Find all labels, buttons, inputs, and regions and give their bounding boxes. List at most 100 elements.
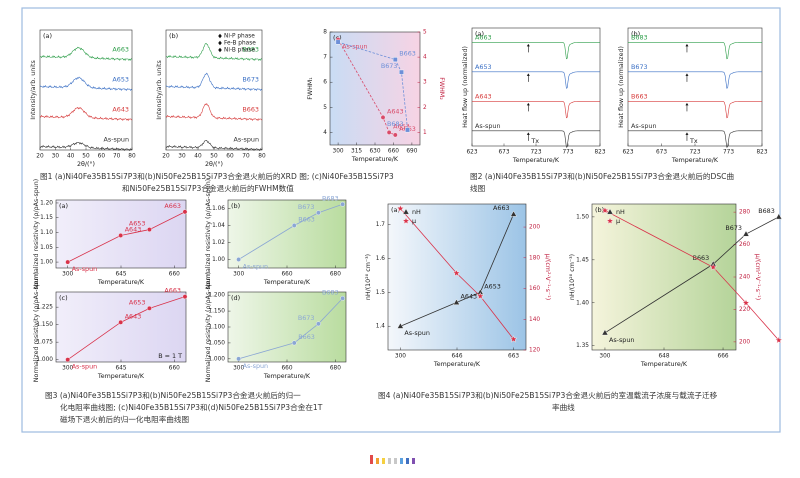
- x-tick-label: 630: [369, 149, 380, 155]
- tx-arrow-head: [685, 132, 689, 135]
- panel-label: (c): [59, 294, 68, 302]
- data-point: [742, 230, 750, 237]
- y-axis-label: Normalized resistivity (ρ/ρAs-spun): [33, 272, 40, 382]
- panel-label: (d): [231, 294, 240, 302]
- series-line: [67, 296, 186, 360]
- curve-label: A653: [112, 76, 129, 84]
- plot-area: [39, 29, 133, 151]
- legend-label: μ: [412, 217, 416, 225]
- data-point: [392, 132, 398, 138]
- panel-label: (a): [59, 202, 68, 210]
- panel-label: (b): [595, 206, 604, 214]
- x-tick-label: 20: [162, 154, 170, 160]
- y2-tick-label: 140: [529, 317, 540, 323]
- data-point: [340, 201, 346, 207]
- figure-caption: 图2 (a)Ni40Fe35B15Si7P3和(b)Ni50Fe25B15Si7…: [470, 171, 734, 181]
- data-point: [774, 336, 783, 344]
- dsc-curve: [628, 130, 762, 148]
- point-label: As-spun: [243, 362, 269, 370]
- y2-axis-label: FWHM₂: [438, 77, 445, 100]
- point-label: A653: [393, 122, 410, 130]
- point-label: As-spun: [609, 336, 635, 344]
- point-label: B673: [725, 224, 742, 232]
- curve-label: B683: [631, 33, 648, 41]
- curve-label: A643: [112, 106, 129, 114]
- point-label: B663: [298, 216, 315, 224]
- data-point: [509, 335, 518, 343]
- dsc-curve: [472, 130, 600, 148]
- indicator-bar: [388, 458, 391, 464]
- x-tick-label: 666: [718, 354, 729, 360]
- point-label: A663: [164, 287, 181, 295]
- point-label: A663: [493, 204, 510, 212]
- series-line: [400, 208, 514, 340]
- spectrum-curve: [165, 140, 263, 152]
- spectrum-curve: [39, 46, 133, 61]
- data-point: [236, 257, 242, 262]
- point-label: As-spun: [404, 329, 430, 337]
- x-axis-label: Temperature/K: [97, 279, 145, 286]
- indicator-bar: [382, 458, 385, 464]
- spectrum-curve: [39, 142, 133, 152]
- data-point: [236, 356, 242, 362]
- y2-tick-label: 220: [739, 307, 750, 313]
- data-point: [147, 305, 152, 311]
- data-point: [316, 321, 321, 327]
- data-point: [397, 322, 404, 329]
- y-tick-label: 1.150: [208, 309, 225, 315]
- data-point: [476, 292, 485, 300]
- data-point: [600, 206, 609, 214]
- tx-arrow-head: [685, 43, 689, 47]
- series-line: [337, 41, 408, 130]
- x-tick-label: 823: [756, 150, 767, 156]
- annotation: Tx: [530, 137, 539, 145]
- page-indicator: [370, 455, 415, 464]
- point-label: A643: [387, 107, 404, 115]
- series-line: [604, 210, 780, 341]
- spectrum-curve: [39, 106, 133, 122]
- point-label: A643: [125, 312, 142, 320]
- x-tick-label: 50: [82, 154, 90, 160]
- figure-caption: 图3 (a)Ni40Fe35B15Si7P3和(b)Ni50Fe25B15Si7…: [45, 390, 301, 400]
- tx-arrow-head: [685, 102, 689, 106]
- x-axis-label: Temperature/K: [263, 279, 311, 286]
- series-line: [238, 203, 343, 260]
- data-point: [601, 329, 609, 336]
- panel-label: (a): [475, 30, 484, 38]
- data-point: [291, 340, 297, 346]
- data-point: [405, 127, 410, 133]
- data-point: [396, 204, 405, 212]
- y2-tick-label: 240: [739, 275, 750, 281]
- y2-axis-label: μ/(cm²·V⁻¹·s⁻¹): [544, 254, 551, 300]
- x-tick-label: 660: [388, 149, 399, 155]
- x-tick-label: 300: [233, 272, 244, 278]
- figure-caption: 化电阻率曲线图; (c)Ni40Fe35B15Si7P3和(d)Ni50Fe25…: [60, 402, 323, 412]
- x-tick-label: 300: [333, 149, 344, 155]
- x-tick-label: 40: [67, 154, 75, 160]
- x-axis-label: 2θ/(°): [205, 160, 223, 168]
- indicator-bar: [400, 458, 403, 464]
- x-tick-label: 30: [178, 154, 186, 160]
- data-point: [340, 295, 346, 301]
- data-point: [182, 294, 188, 300]
- x-tick-label: 723: [689, 150, 700, 156]
- y2-axis-label: μ/(cm²·V⁻¹·s⁻¹): [754, 254, 761, 300]
- panel-label: (b): [231, 202, 240, 210]
- data-point: [775, 213, 783, 220]
- point-label: B673: [298, 314, 315, 322]
- y-axis-label: FWHM₁: [307, 77, 314, 100]
- y-tick-label: 1.00: [40, 260, 53, 266]
- y2-tick-label: 3: [423, 80, 427, 86]
- dsc-curve: [472, 71, 600, 89]
- phase-symbol: [218, 33, 222, 39]
- x-axis-label: Temperature/K: [351, 156, 399, 163]
- indicator-bar: [376, 458, 379, 464]
- y2-tick-label: 280: [739, 210, 750, 216]
- y-tick-label: 7: [323, 55, 327, 61]
- y-tick-label: 1.02: [212, 240, 225, 246]
- point-label: A643: [461, 292, 478, 300]
- y-tick-label: 1.5: [376, 290, 386, 296]
- point-label: B683: [322, 194, 339, 202]
- figure-caption: 率曲线: [552, 402, 575, 412]
